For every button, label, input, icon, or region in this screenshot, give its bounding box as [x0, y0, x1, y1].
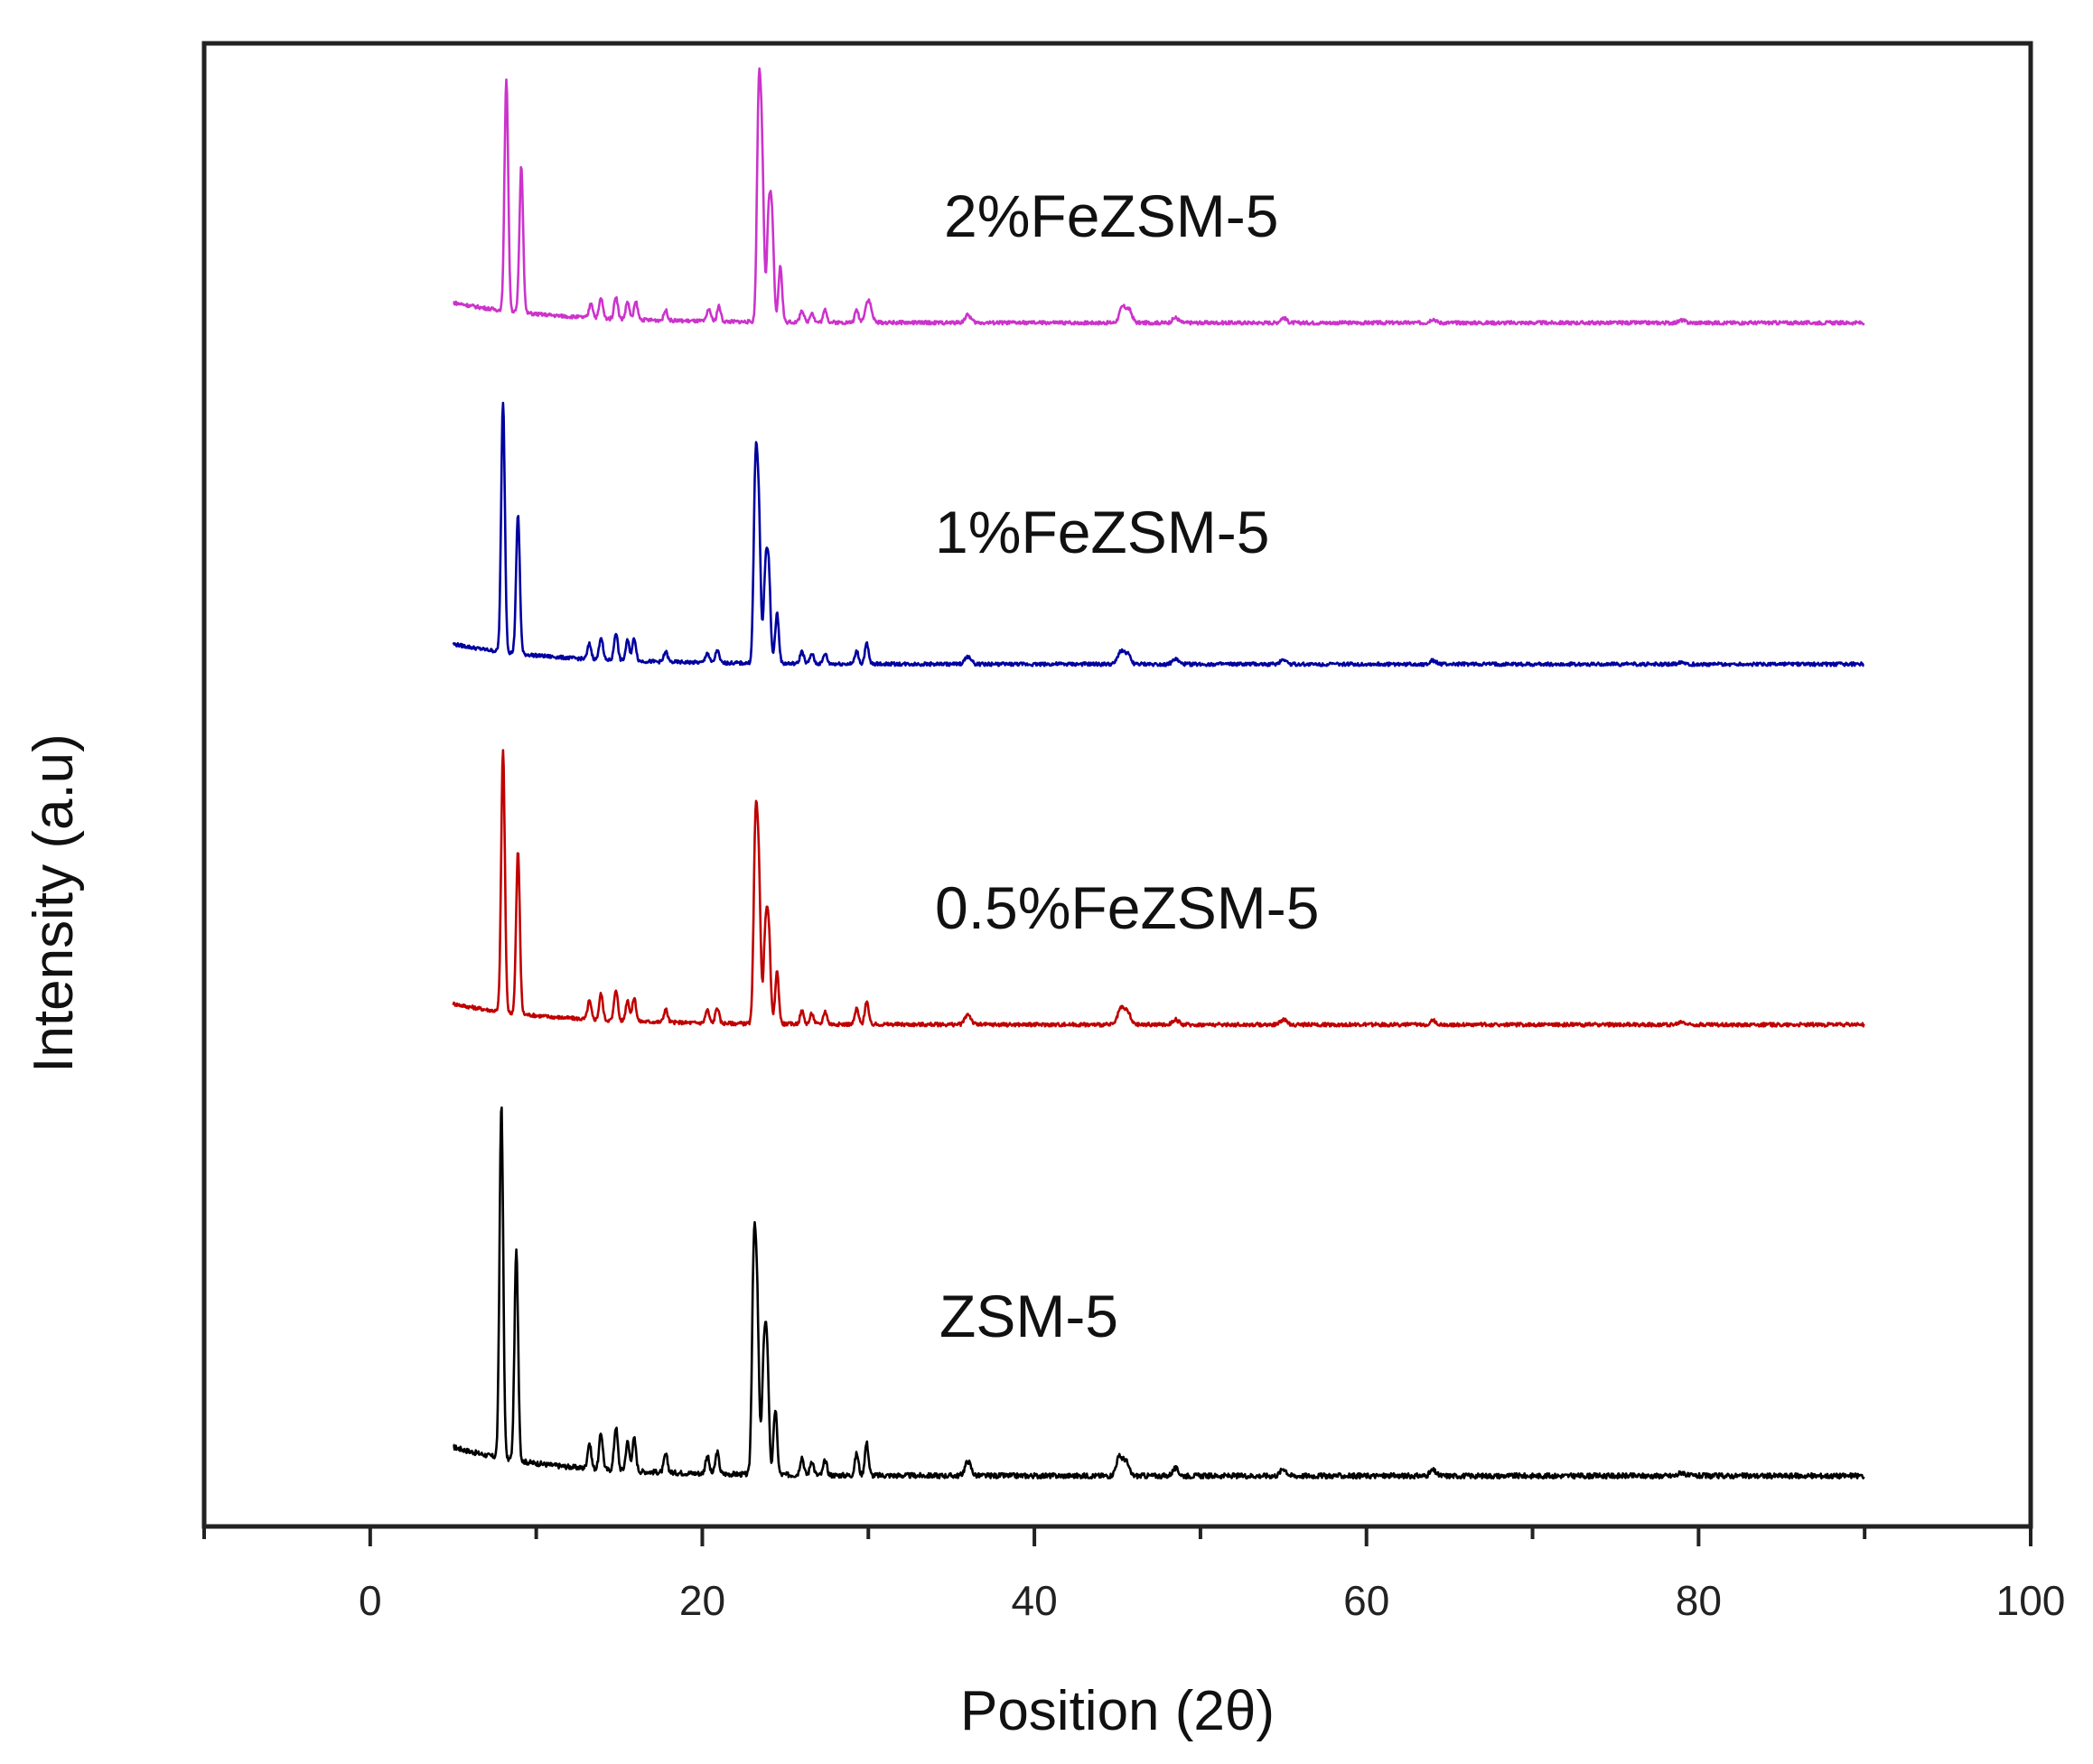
series-line-2: [452, 401, 1864, 667]
plot-frame: [201, 41, 2033, 1529]
series-line-0: [453, 1106, 1865, 1480]
series-label-layer: ZSM-5 0.5%FeZSM-5 1%FeZSM-5 2%FeZSM-5: [935, 182, 1319, 1349]
x-tick-label: 80: [1676, 1577, 1722, 1624]
x-tick-label: 100: [1996, 1577, 2066, 1624]
x-tick-label: 0: [359, 1577, 382, 1624]
series-label-0: ZSM-5: [939, 1283, 1118, 1349]
x-tick-label: 40: [1012, 1577, 1058, 1624]
series-layer: [452, 67, 1865, 1480]
series-label-3: 2%FeZSM-5: [944, 182, 1278, 249]
series-line-1: [452, 749, 1865, 1028]
series-label-2: 1%FeZSM-5: [935, 499, 1269, 565]
series-label-1: 0.5%FeZSM-5: [935, 874, 1319, 941]
x-axis-ticks: 0 20 40 60 80 100: [202, 1526, 2066, 1624]
x-tick-label: 20: [679, 1577, 725, 1624]
series-line-3: [453, 67, 1865, 326]
x-tick-label: 60: [1343, 1577, 1389, 1624]
x-axis-label: Position (2θ): [960, 1680, 1275, 1742]
y-axis-label: Intensity (a.u): [23, 733, 85, 1073]
